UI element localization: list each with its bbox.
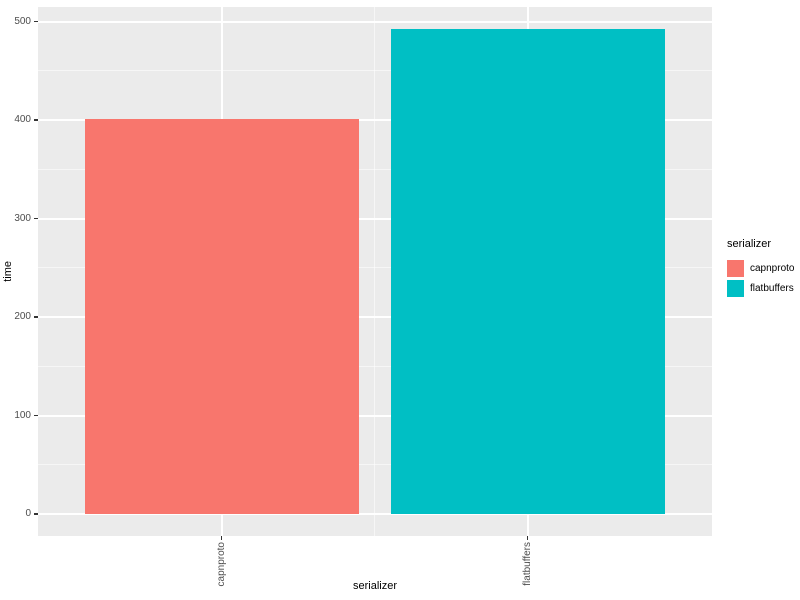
bar-flatbuffers [390, 29, 665, 514]
x-tick-label: flatbuffers [522, 542, 533, 591]
legend-swatch [727, 260, 744, 277]
x-tick-mark [220, 536, 222, 540]
legend-title: serializer [727, 238, 772, 250]
y-tick-mark [34, 316, 38, 318]
y-tick-label: 300 [14, 212, 31, 224]
x-axis-title: serializer [352, 580, 397, 592]
plot-panel [38, 7, 712, 536]
y-tick-label: 0 [25, 508, 31, 519]
y-tick-label: 100 [14, 409, 31, 421]
y-gridline-major [38, 513, 712, 515]
y-tick-mark [34, 414, 38, 416]
y-tick-mark [34, 217, 38, 219]
legend-items: capnproto flatbuffers [727, 260, 794, 297]
y-gridline-minor [38, 365, 712, 367]
y-tick-mark [34, 20, 38, 22]
x-tick-mark [526, 536, 528, 540]
x-tick-label-text: flatbuffers [521, 542, 533, 586]
y-gridline-major [38, 414, 712, 417]
legend-swatch [727, 280, 744, 297]
legend-label: capnproto [750, 263, 795, 274]
y-gridline-minor [38, 168, 712, 170]
x-tick-label: capnproto [216, 542, 227, 591]
y-gridline-major [38, 20, 712, 23]
y-gridline-major [38, 217, 712, 220]
legend: serializer capnproto flatbuffers [727, 238, 794, 300]
y-axis-title: time [2, 7, 14, 536]
x-tick-label-text: capnproto [215, 542, 227, 587]
x-gridline-minor [374, 7, 375, 536]
y-tick-label: 400 [14, 114, 31, 125]
y-tick-label: 500 [14, 15, 31, 27]
legend-item-flatbuffers: flatbuffers [727, 280, 794, 297]
legend-label: flatbuffers [750, 283, 794, 294]
y-gridline-major [38, 316, 712, 318]
y-axis-title-text: time [2, 261, 14, 282]
legend-item-capnproto: capnproto [727, 260, 794, 277]
y-tick-mark [34, 513, 38, 515]
y-tick-label: 200 [14, 311, 31, 322]
y-gridline-minor [38, 70, 712, 72]
y-gridline-minor [38, 464, 712, 466]
bar-capnproto [84, 119, 359, 514]
y-tick-mark [34, 119, 38, 121]
y-gridline-major [38, 119, 712, 121]
y-gridline-minor [38, 267, 712, 269]
